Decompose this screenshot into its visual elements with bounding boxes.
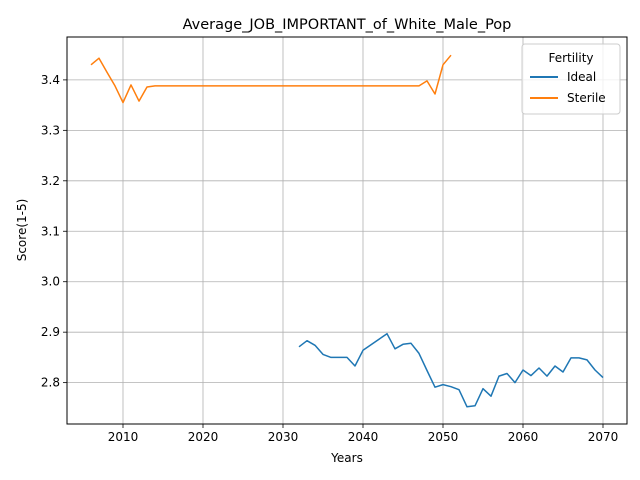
y-tick-label: 2.9 (41, 325, 60, 339)
x-tick-label: 2050 (428, 430, 459, 444)
y-tick-label: 3.1 (41, 224, 60, 238)
y-axis-label: Score(1-5) (15, 199, 29, 262)
series-line-ideal (298, 332, 604, 408)
legend-title: Fertility (548, 51, 593, 65)
x-tick-label: 2030 (268, 430, 299, 444)
y-tick-label: 3.2 (41, 174, 60, 188)
legend-label-ideal: Ideal (567, 70, 596, 84)
x-tick-label: 2060 (508, 430, 539, 444)
series-line-sterile (90, 54, 452, 104)
plot-frame (66, 36, 628, 425)
series-lines (90, 54, 604, 408)
legend-box (521, 43, 621, 115)
legend: Fertility Ideal Sterile (521, 43, 621, 115)
x-tick-label: 2070 (588, 430, 619, 444)
x-axis-ticks: 2010 2020 2030 2040 2050 2060 2070 (108, 424, 619, 444)
chart-title: Average_JOB_IMPORTANT_of_White_Male_Pop (183, 17, 512, 33)
y-tick-label: 3.0 (41, 275, 60, 289)
x-tick-label: 2040 (348, 430, 379, 444)
y-tick-label: 3.3 (41, 123, 60, 137)
x-tick-label: 2020 (188, 430, 219, 444)
x-axis-label: Years (330, 451, 363, 465)
y-axis-ticks: 2.8 2.9 3.0 3.1 3.2 3.3 3.4 (41, 73, 67, 390)
legend-label-sterile: Sterile (567, 91, 606, 105)
x-tick-label: 2010 (108, 430, 139, 444)
y-tick-label: 2.8 (41, 376, 60, 390)
y-tick-label: 3.4 (41, 73, 60, 87)
